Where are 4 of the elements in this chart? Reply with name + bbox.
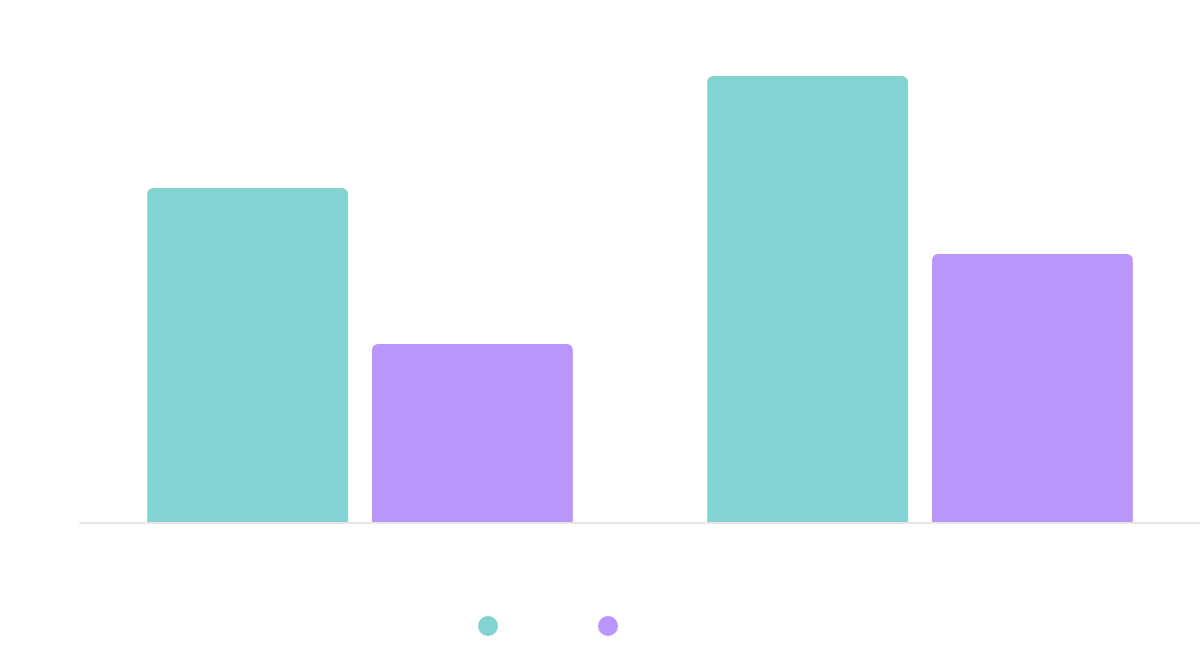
bar [372,344,573,522]
bar [932,253,1133,522]
bar [147,187,348,522]
bar [707,76,908,522]
